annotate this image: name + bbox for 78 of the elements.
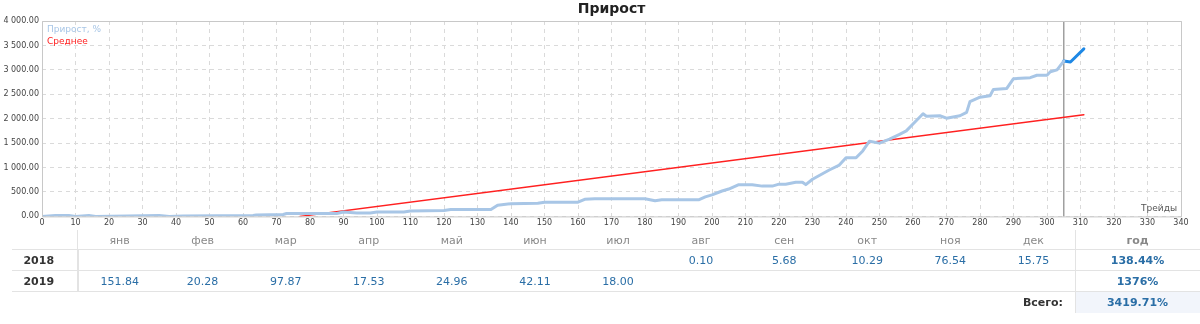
y-tick-label: 0.00 bbox=[21, 211, 39, 221]
data-label: 20.28 bbox=[185, 274, 220, 290]
x-tick-label: год bbox=[1125, 232, 1150, 249]
x-axis-title: Трейды bbox=[1140, 203, 1177, 214]
x-tick-label: 310 bbox=[1072, 218, 1089, 228]
x-tick-label: авг bbox=[690, 232, 712, 249]
chart-title: Прирост bbox=[577, 0, 647, 16]
x-tick-label: мар bbox=[273, 232, 298, 249]
data-label: 5.68 bbox=[770, 253, 798, 269]
x-tick-label: 300 bbox=[1039, 218, 1055, 228]
x-tick-label: 200 bbox=[704, 218, 720, 228]
x-tick-label: янв bbox=[108, 232, 131, 249]
y-tick-label: 500.00 bbox=[11, 187, 39, 197]
y-tick-label: 3 500.00 bbox=[3, 40, 39, 50]
x-tick-label: 280 bbox=[972, 218, 988, 228]
data-label: 15.75 bbox=[1016, 253, 1051, 269]
data-label: 151.84 bbox=[99, 274, 141, 290]
data-label: 42.11 bbox=[518, 274, 552, 290]
x-tick-label: 240 bbox=[838, 218, 854, 228]
x-tick-label: 50 bbox=[204, 218, 215, 228]
data-label: 1376% bbox=[1115, 274, 1160, 290]
text: Прирост, % bbox=[47, 23, 102, 34]
x-tick-label: 320 bbox=[1106, 218, 1122, 228]
data-label: 17.53 bbox=[352, 274, 386, 290]
x-tick-label: 20 bbox=[103, 218, 115, 228]
x-tick-label: 40 bbox=[170, 218, 182, 228]
x-tick-label: фев bbox=[190, 232, 215, 249]
x-tick-label: 80 bbox=[304, 218, 316, 228]
x-tick-label: 100 bbox=[369, 218, 385, 228]
x-tick-label: 140 bbox=[503, 218, 519, 228]
x-tick-label: 230 bbox=[804, 218, 821, 228]
x-tick-label: окт bbox=[856, 232, 879, 249]
text: Всего: 3419.71% bbox=[1022, 296, 1169, 309]
x-tick-label: 220 bbox=[771, 218, 787, 228]
x-tick-label: ноя bbox=[939, 232, 962, 249]
x-tick-label: 120 bbox=[436, 218, 452, 228]
y-tick-label: 1 000.00 bbox=[3, 162, 39, 172]
x-tick-label: 30 bbox=[137, 218, 148, 228]
y-tick-label: 1 500.00 bbox=[3, 138, 39, 148]
x-tick-label: май bbox=[439, 232, 464, 249]
x-tick-label: 260 bbox=[905, 218, 921, 228]
x-tick-label: 160 bbox=[570, 218, 586, 228]
y-tick-label: 2019 bbox=[0, 271, 78, 292]
x-tick-label: 270 bbox=[938, 218, 955, 228]
x-tick-label: 130 bbox=[469, 218, 486, 228]
data-label: 18.00 bbox=[601, 274, 635, 290]
x-tick-label: 10 bbox=[70, 218, 81, 228]
y-tick-label: 3 000.00 bbox=[3, 64, 39, 74]
data-label: 76.54 bbox=[933, 253, 968, 269]
x-tick-label: сен bbox=[773, 232, 796, 249]
x-tick-label: 210 bbox=[737, 218, 754, 228]
x-tick-label: 150 bbox=[536, 218, 553, 228]
y-tick-label: 2 500.00 bbox=[3, 89, 39, 99]
x-tick-label: 110 bbox=[402, 218, 419, 228]
x-tick-label: дек bbox=[1021, 232, 1045, 249]
x-tick-label: 180 bbox=[637, 218, 653, 228]
x-tick-label: 340 bbox=[1173, 218, 1189, 228]
x-tick-label: 330 bbox=[1139, 218, 1156, 228]
y-tick-label: 2018 bbox=[0, 250, 78, 271]
x-tick-label: 90 bbox=[338, 218, 349, 228]
y-tick-label: 4 000.00 bbox=[3, 16, 39, 26]
x-tick-label: 0 bbox=[39, 218, 45, 228]
data-label: 0.10 bbox=[687, 253, 715, 269]
x-tick-label: 250 bbox=[871, 218, 888, 228]
x-tick-label: июн bbox=[522, 232, 548, 249]
data-label: 24.96 bbox=[435, 274, 469, 290]
x-tick-label: апр bbox=[357, 232, 381, 249]
data-label: 138.44% bbox=[1109, 253, 1166, 269]
x-tick-label: 190 bbox=[670, 218, 687, 228]
x-tick-label: 290 bbox=[1005, 218, 1022, 228]
data-label: 10.29 bbox=[850, 253, 884, 269]
y-tick-label: 2 000.00 bbox=[3, 113, 39, 123]
x-tick-label: июл bbox=[605, 232, 631, 249]
x-tick-label: 70 bbox=[271, 218, 282, 228]
x-tick-label: 170 bbox=[603, 218, 620, 228]
x-tick-label: 60 bbox=[237, 218, 249, 228]
text: Среднее bbox=[47, 35, 89, 46]
data-label: 97.87 bbox=[268, 274, 303, 290]
